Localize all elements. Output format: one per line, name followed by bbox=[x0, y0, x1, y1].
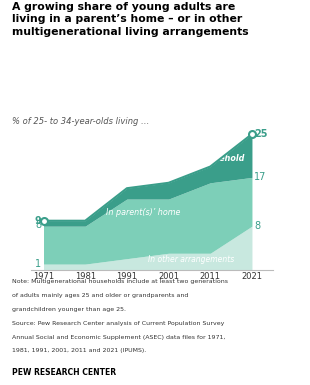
Text: In parent(s)’ home: In parent(s)’ home bbox=[106, 208, 180, 217]
Text: 25: 25 bbox=[254, 129, 268, 139]
Text: A growing share of young adults are
living in a parent’s home – or in other
mult: A growing share of young adults are livi… bbox=[12, 2, 249, 37]
Text: grandchildren younger than age 25.: grandchildren younger than age 25. bbox=[12, 307, 126, 312]
Text: of adults mainly ages 25 and older or grandparents and: of adults mainly ages 25 and older or gr… bbox=[12, 293, 189, 298]
Text: In a multigenerational household: In a multigenerational household bbox=[94, 154, 244, 163]
Text: 17: 17 bbox=[254, 172, 266, 182]
Text: Source: Pew Research Center analysis of Current Population Survey: Source: Pew Research Center analysis of … bbox=[12, 321, 225, 326]
Text: 1981, 1991, 2001, 2011 and 2021 (IPUMS).: 1981, 1991, 2001, 2011 and 2021 (IPUMS). bbox=[12, 348, 147, 353]
Text: 8: 8 bbox=[35, 220, 42, 230]
Text: In other arrangements: In other arrangements bbox=[148, 255, 234, 264]
Text: 9: 9 bbox=[35, 216, 42, 226]
Text: PEW RESEARCH CENTER: PEW RESEARCH CENTER bbox=[12, 368, 117, 377]
Text: 1: 1 bbox=[35, 259, 42, 269]
Text: Annual Social and Economic Supplement (ASEC) data files for 1971,: Annual Social and Economic Supplement (A… bbox=[12, 335, 226, 340]
Text: % of 25- to 34-year-olds living …: % of 25- to 34-year-olds living … bbox=[12, 117, 150, 126]
Text: 8: 8 bbox=[254, 221, 260, 231]
Text: Note: Multigenerational households include at least two generations: Note: Multigenerational households inclu… bbox=[12, 279, 228, 284]
